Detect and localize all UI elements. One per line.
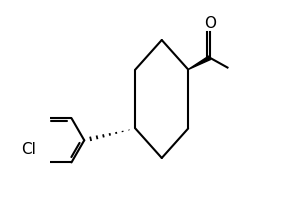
Polygon shape [188, 56, 211, 69]
Text: O: O [204, 16, 216, 31]
Text: Cl: Cl [21, 142, 36, 157]
